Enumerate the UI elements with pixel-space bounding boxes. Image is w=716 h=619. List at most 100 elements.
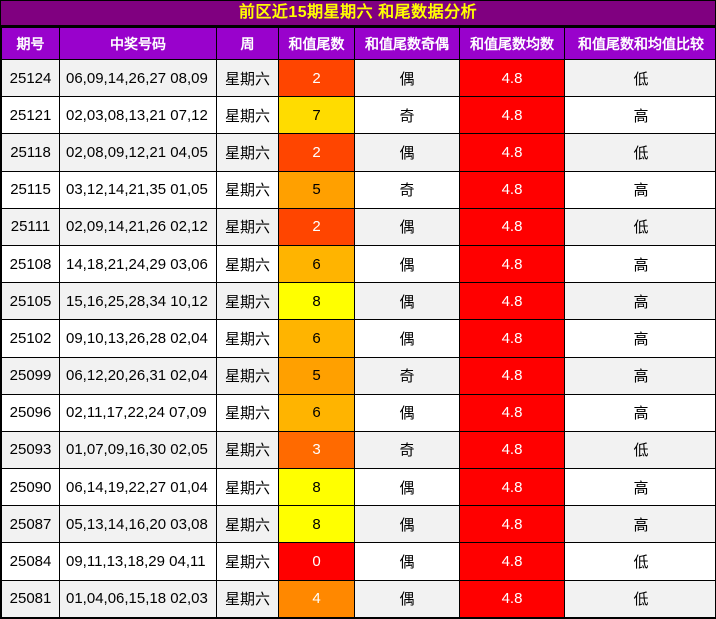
col-header-tail: 和值尾数	[278, 27, 355, 60]
period-cell: 25102	[1, 319, 60, 358]
parity-cell: 奇	[354, 96, 460, 135]
period-cell: 25093	[1, 430, 60, 470]
table-row: 25093 01,07,09,16,30 02,05 星期六 3 奇 4.8 低	[1, 430, 715, 470]
compare-cell: 高	[564, 282, 715, 321]
compare-cell: 低	[564, 579, 715, 618]
weekday-cell: 星期六	[216, 207, 279, 246]
parity-cell: 偶	[354, 505, 460, 544]
table-row: 25084 09,11,13,18,29 04,11 星期六 0 偶 4.8 低	[1, 542, 715, 581]
mean-cell: 4.8	[459, 170, 565, 209]
compare-cell: 高	[564, 505, 715, 544]
sum-tail-cell: 2	[278, 58, 355, 98]
weekday-cell: 星期六	[216, 542, 279, 581]
compare-cell: 低	[564, 207, 715, 246]
compare-cell: 高	[564, 170, 715, 209]
sum-tail-cell: 6	[278, 319, 355, 358]
col-header-compare: 和值尾数和均值比较	[564, 27, 715, 60]
winning-numbers-cell: 01,07,09,16,30 02,05	[59, 430, 217, 470]
col-header-mean: 和值尾数均数	[459, 27, 565, 60]
winning-numbers-cell: 02,11,17,22,24 07,09	[59, 393, 217, 432]
period-cell: 25090	[1, 468, 60, 507]
table-row: 25096 02,11,17,22,24 07,09 星期六 6 偶 4.8 高	[1, 393, 715, 432]
winning-numbers-cell: 06,09,14,26,27 08,09	[59, 58, 217, 98]
header-row: 期号 中奖号码 周 和值尾数 和值尾数奇偶 和值尾数均数 和值尾数和均值比较	[1, 27, 715, 60]
sum-tail-cell: 2	[278, 207, 355, 246]
analysis-table: 期号 中奖号码 周 和值尾数 和值尾数奇偶 和值尾数均数 和值尾数和均值比较 2…	[1, 27, 715, 618]
parity-cell: 偶	[354, 207, 460, 246]
table-row: 25102 09,10,13,26,28 02,04 星期六 6 偶 4.8 高	[1, 319, 715, 358]
compare-cell: 低	[564, 58, 715, 98]
table-row: 25121 02,03,08,13,21 07,12 星期六 7 奇 4.8 高	[1, 96, 715, 135]
weekday-cell: 星期六	[216, 393, 279, 432]
compare-cell: 低	[564, 133, 715, 172]
period-cell: 25115	[1, 170, 60, 209]
col-header-period: 期号	[1, 27, 60, 60]
page-title: 前区近15期星期六 和尾数据分析	[1, 1, 715, 27]
parity-cell: 偶	[354, 133, 460, 172]
mean-cell: 4.8	[459, 468, 565, 507]
sum-tail-cell: 2	[278, 133, 355, 172]
parity-cell: 偶	[354, 282, 460, 321]
weekday-cell: 星期六	[216, 58, 279, 98]
mean-cell: 4.8	[459, 96, 565, 135]
parity-cell: 偶	[354, 58, 460, 98]
col-header-parity: 和值尾数奇偶	[354, 27, 460, 60]
mean-cell: 4.8	[459, 393, 565, 432]
sum-tail-cell: 6	[278, 393, 355, 432]
winning-numbers-cell: 14,18,21,24,29 03,06	[59, 244, 217, 284]
period-cell: 25099	[1, 356, 60, 395]
parity-cell: 偶	[354, 542, 460, 581]
period-cell: 25121	[1, 96, 60, 135]
compare-cell: 低	[564, 430, 715, 470]
sum-tail-cell: 7	[278, 96, 355, 135]
sum-tail-cell: 8	[278, 468, 355, 507]
table-row: 25118 02,08,09,12,21 04,05 星期六 2 偶 4.8 低	[1, 133, 715, 172]
period-cell: 25124	[1, 58, 60, 98]
sum-tail-cell: 5	[278, 170, 355, 209]
weekday-cell: 星期六	[216, 96, 279, 135]
table-row: 25090 06,14,19,22,27 01,04 星期六 8 偶 4.8 高	[1, 468, 715, 507]
winning-numbers-cell: 15,16,25,28,34 10,12	[59, 282, 217, 321]
sum-tail-cell: 8	[278, 505, 355, 544]
mean-cell: 4.8	[459, 319, 565, 358]
mean-cell: 4.8	[459, 579, 565, 618]
sum-tail-cell: 3	[278, 430, 355, 470]
parity-cell: 奇	[354, 430, 460, 470]
col-header-week: 周	[216, 27, 279, 60]
weekday-cell: 星期六	[216, 468, 279, 507]
period-cell: 25111	[1, 207, 60, 246]
weekday-cell: 星期六	[216, 319, 279, 358]
mean-cell: 4.8	[459, 244, 565, 284]
mean-cell: 4.8	[459, 505, 565, 544]
parity-cell: 偶	[354, 319, 460, 358]
compare-cell: 低	[564, 542, 715, 581]
compare-cell: 高	[564, 319, 715, 358]
compare-cell: 高	[564, 393, 715, 432]
sum-tail-cell: 4	[278, 579, 355, 618]
table-row: 25108 14,18,21,24,29 03,06 星期六 6 偶 4.8 高	[1, 244, 715, 284]
parity-cell: 偶	[354, 244, 460, 284]
mean-cell: 4.8	[459, 356, 565, 395]
winning-numbers-cell: 09,11,13,18,29 04,11	[59, 542, 217, 581]
col-header-numbers: 中奖号码	[59, 27, 217, 60]
mean-cell: 4.8	[459, 542, 565, 581]
winning-numbers-cell: 06,14,19,22,27 01,04	[59, 468, 217, 507]
table-row: 25111 02,09,14,21,26 02,12 星期六 2 偶 4.8 低	[1, 207, 715, 246]
table-row: 25087 05,13,14,16,20 03,08 星期六 8 偶 4.8 高	[1, 505, 715, 544]
parity-cell: 奇	[354, 356, 460, 395]
parity-cell: 偶	[354, 468, 460, 507]
table-row: 25099 06,12,20,26,31 02,04 星期六 5 奇 4.8 高	[1, 356, 715, 395]
weekday-cell: 星期六	[216, 244, 279, 284]
weekday-cell: 星期六	[216, 282, 279, 321]
sum-tail-cell: 8	[278, 282, 355, 321]
sum-tail-cell: 6	[278, 244, 355, 284]
period-cell: 25108	[1, 244, 60, 284]
weekday-cell: 星期六	[216, 579, 279, 618]
period-cell: 25081	[1, 579, 60, 618]
parity-cell: 奇	[354, 170, 460, 209]
weekday-cell: 星期六	[216, 170, 279, 209]
winning-numbers-cell: 06,12,20,26,31 02,04	[59, 356, 217, 395]
winning-numbers-cell: 02,08,09,12,21 04,05	[59, 133, 217, 172]
compare-cell: 高	[564, 468, 715, 507]
